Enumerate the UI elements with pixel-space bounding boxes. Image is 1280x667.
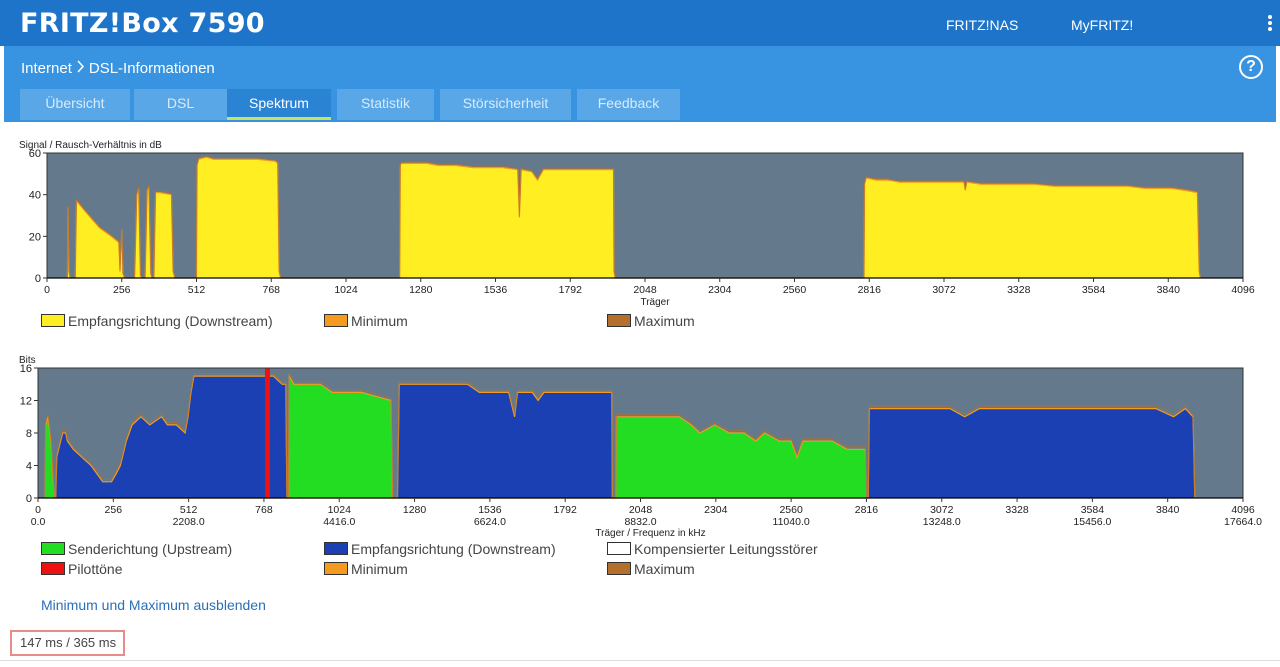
snr-chart: Signal / Rausch-Verhältnis in dB 0 20 40 60 0…	[19, 140, 1255, 308]
x-tick-label: 512	[188, 284, 206, 296]
bits-chart: Bits 0 4 8 12 16 0 256 512 768 1024 1280 1536 1792 204…	[19, 355, 1262, 539]
chevron-right-icon	[77, 60, 84, 73]
tab-stoersicherheit[interactable]: Störsicherheit	[440, 89, 571, 120]
legend-swatch	[324, 542, 348, 555]
freq-tick-label: 6624.0	[474, 516, 506, 528]
legend-swatch	[324, 562, 348, 575]
x-tick-label: 768	[262, 284, 280, 296]
pilot-tone-marker	[264, 368, 270, 498]
x-tick-label: 2560	[779, 504, 803, 516]
legend-swatch	[607, 314, 631, 327]
tab-dsl[interactable]: DSL	[134, 89, 227, 120]
freq-tick-label: 15456.0	[1073, 516, 1111, 528]
freq-tick-label: 0.0	[31, 516, 46, 528]
x-tick-label: 256	[105, 504, 123, 516]
brand-logo: FRITZ!Box 7590	[20, 8, 265, 39]
x-tick-label: 256	[113, 284, 131, 296]
legend-swatch	[324, 314, 348, 327]
x-tick-label: 0	[44, 284, 50, 296]
freq-tick-label: 11040.0	[773, 516, 810, 528]
x-tick-label: 0	[35, 504, 41, 516]
maximum-line-downstream	[67, 155, 1201, 279]
timing-readout: 147 ms / 365 ms	[10, 630, 125, 656]
x-tick-label: 3072	[930, 504, 954, 516]
myfritz-link[interactable]: MyFRITZ!	[1071, 17, 1134, 33]
x-tick-label: 1536	[478, 504, 502, 516]
x-tick-label: 2048	[633, 284, 657, 296]
y-tick-label: 0	[35, 273, 41, 285]
x-tick-label: 3328	[1005, 504, 1029, 516]
maximum-line-downstream	[55, 373, 1196, 499]
y-axis-label: Bits	[19, 355, 36, 366]
y-tick-label: 60	[29, 148, 41, 160]
x-tick-label: 1792	[559, 284, 583, 296]
y-tick-label: 0	[26, 493, 32, 505]
divider	[0, 660, 1280, 661]
top-bar: FRITZ!Box 7590 FRITZ!NAS MyFRITZ!	[0, 0, 1280, 46]
x-axis-label: Träger	[640, 297, 670, 308]
breadcrumb-current: DSL-Informationen	[88, 60, 215, 77]
x-tick-label: 2304	[708, 284, 732, 296]
x-tick-label: 3072	[932, 284, 956, 296]
x-tick-label: 1024	[334, 284, 358, 296]
tab-statistik[interactable]: Statistik	[337, 89, 434, 120]
breadcrumb: Internet DSL-Informationen	[21, 60, 215, 77]
legend-swatch	[607, 542, 631, 555]
x-tick-label: 1024	[328, 504, 352, 516]
x-tick-label: 768	[255, 504, 273, 516]
freq-tick-label: 13248.0	[923, 516, 961, 528]
y-tick-label: 40	[29, 190, 41, 202]
x-tick-label: 1792	[554, 504, 578, 516]
toggle-minmax-link[interactable]: Minimum und Maximum ausblenden	[41, 597, 266, 613]
freq-tick-label: 4416.0	[323, 516, 355, 528]
x-axis-label: Träger / Frequenz in kHz	[595, 528, 705, 539]
y-tick-label: 16	[20, 363, 32, 375]
legend-swatch	[607, 562, 631, 575]
sub-header: Internet DSL-Informationen ? Übersicht DS…	[4, 46, 1276, 122]
freq-tick-label: 17664.0	[1224, 516, 1262, 528]
tab-spektrum[interactable]: Spektrum	[227, 89, 331, 120]
freq-tick-label: 8832.0	[624, 516, 656, 528]
x-tick-label: 3840	[1157, 284, 1181, 296]
x-tick-label: 2048	[629, 504, 653, 516]
x-tick-label: 4096	[1231, 284, 1255, 296]
legend-swatch	[41, 314, 65, 327]
x-tick-label: 4096	[1231, 504, 1255, 516]
freq-tick-label: 2208.0	[173, 516, 205, 528]
x-tick-label: 2304	[704, 504, 728, 516]
legend-swatch	[41, 542, 65, 555]
y-tick-label: 12	[20, 396, 32, 408]
minimum-line-downstream	[55, 375, 1196, 499]
series-area-upstream	[45, 376, 867, 498]
x-tick-label: 1280	[409, 284, 433, 296]
x-tick-label: 1280	[403, 504, 427, 516]
breadcrumb-parent[interactable]: Internet	[21, 60, 72, 77]
x-tick-label: 3328	[1007, 284, 1031, 296]
x-tick-label: 3584	[1082, 284, 1106, 296]
series-area-downstream	[55, 376, 1195, 498]
x-tick-label: 1536	[484, 284, 508, 296]
x-tick-label: 2816	[855, 504, 879, 516]
y-tick-label: 8	[26, 428, 32, 440]
y-axis-label: Signal / Rausch-Verhältnis in dB	[19, 140, 162, 151]
y-tick-label: 4	[26, 461, 32, 473]
tab-feedback[interactable]: Feedback	[577, 89, 680, 120]
x-tick-label: 512	[180, 504, 198, 516]
more-vertical-icon[interactable]	[1266, 15, 1274, 33]
x-tick-label: 2560	[783, 284, 807, 296]
legend-swatch	[41, 562, 65, 575]
x-tick-label: 2816	[858, 284, 882, 296]
fritz-nas-link[interactable]: FRITZ!NAS	[946, 17, 1019, 33]
series-area-downstream	[67, 157, 1201, 278]
x-tick-label: 3584	[1081, 504, 1105, 516]
help-icon[interactable]: ?	[1239, 55, 1263, 79]
x-tick-label: 3840	[1156, 504, 1180, 516]
tab-uebersicht[interactable]: Übersicht	[20, 89, 130, 120]
y-tick-label: 20	[29, 231, 41, 243]
